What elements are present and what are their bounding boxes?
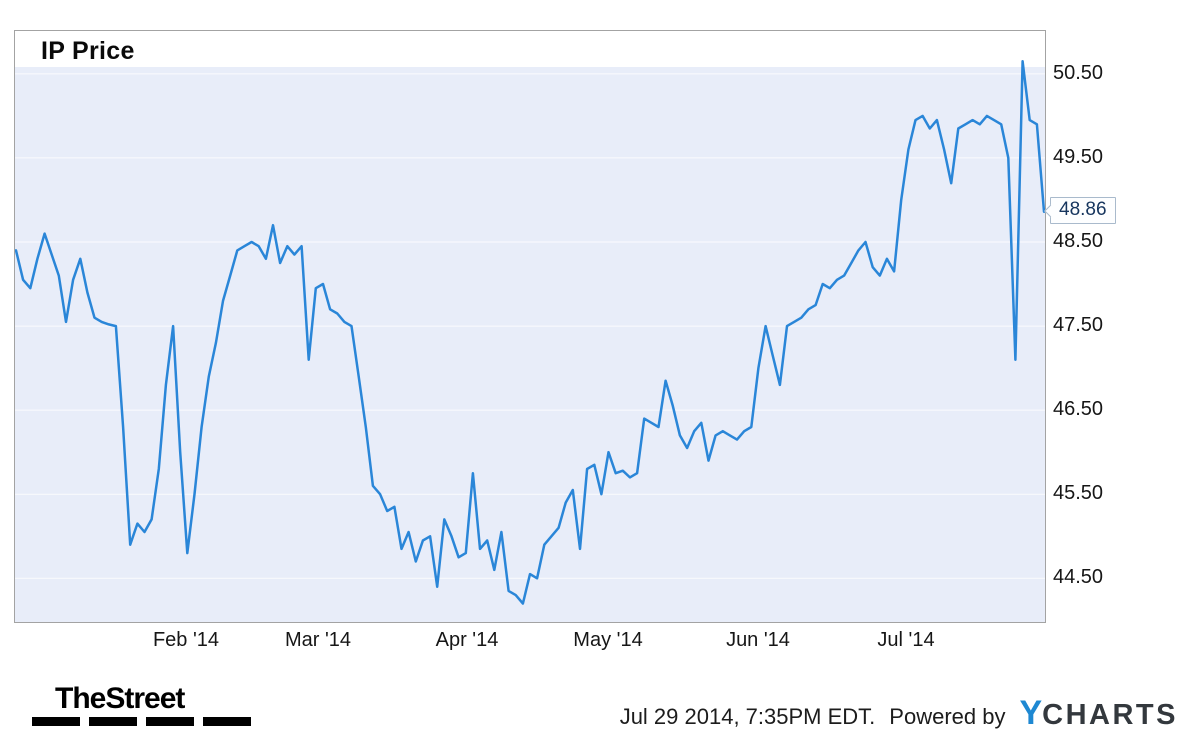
y-axis-label: 48.50 xyxy=(1053,230,1104,252)
y-axis-label: 47.50 xyxy=(1053,314,1104,336)
x-axis-label: Jun '14 xyxy=(726,629,790,651)
chart-title: IP Price xyxy=(41,37,135,65)
x-axis-label: Apr '14 xyxy=(435,629,499,651)
y-axis-label: 45.50 xyxy=(1053,482,1104,504)
logo-bar xyxy=(32,717,80,726)
footer-attribution: Jul 29 2014, 7:35PM EDT. Powered by Y CHA… xyxy=(619,694,1178,732)
x-axis-label: Mar '14 xyxy=(284,629,352,651)
last-price-callout: 48.86 xyxy=(1050,197,1116,224)
logo-bar xyxy=(146,717,194,726)
ycharts-logo-y: Y xyxy=(1019,694,1043,732)
y-axis-label: 44.50 xyxy=(1053,566,1104,588)
x-axis-label: Feb '14 xyxy=(152,629,220,651)
y-axis-label: 46.50 xyxy=(1053,398,1104,420)
y-axis-label: 49.50 xyxy=(1053,146,1104,168)
ycharts-logo-charts: CHARTS xyxy=(1042,699,1178,731)
x-axis-label: Jul '14 xyxy=(877,629,935,651)
y-axis-label: 50.50 xyxy=(1053,62,1104,84)
logo-bar xyxy=(203,717,251,726)
ycharts-logo: Y CHARTS xyxy=(1019,694,1178,732)
logo-bar xyxy=(89,717,137,726)
x-axis-label: May '14 xyxy=(573,629,643,651)
price-chart: IP Price xyxy=(14,30,1046,623)
thestreet-wordmark: TheStreet xyxy=(55,682,185,715)
plot-area xyxy=(15,67,1045,622)
thestreet-logo-bars xyxy=(32,717,251,726)
chart-timestamp: Jul 29 2014, 7:35PM EDT. xyxy=(619,704,876,729)
powered-by-label: Powered by xyxy=(889,704,1006,729)
